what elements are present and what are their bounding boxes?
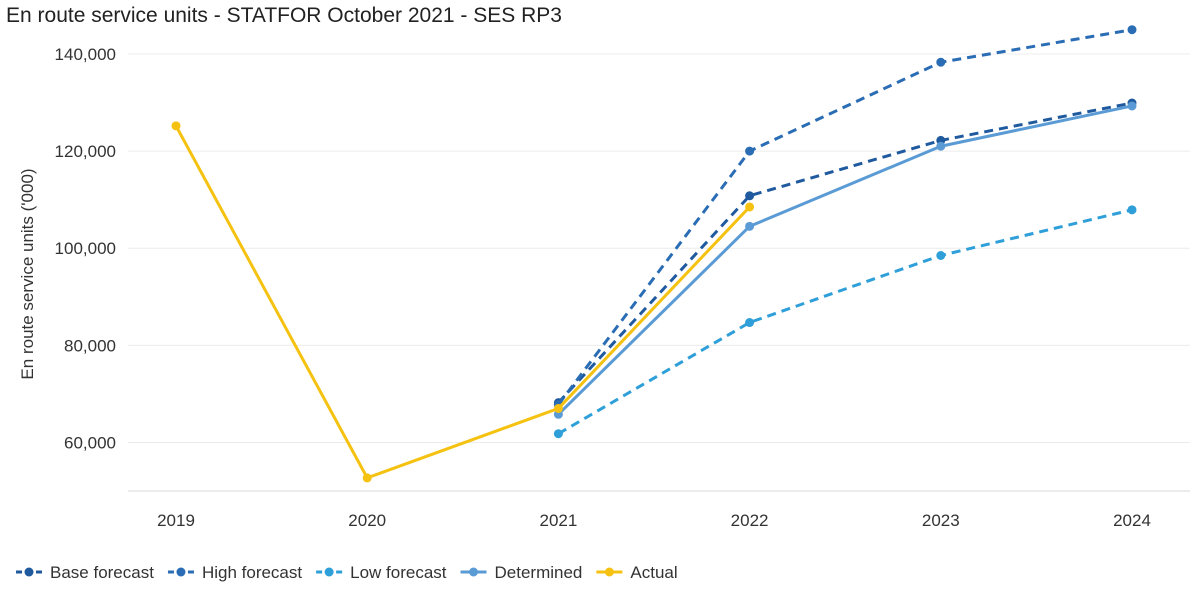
chart-title: En route service units - STATFOR October…: [6, 4, 562, 27]
data-point: [936, 251, 946, 260]
data-point: [553, 403, 563, 413]
data-point: [553, 429, 563, 439]
series-line: [557, 28, 1133, 406]
data-point: [1127, 205, 1137, 215]
data-point: [936, 57, 946, 67]
legend-item-actual: Actual: [596, 563, 678, 582]
legend-item-low-forecast: Low forecast: [316, 563, 447, 582]
data-point: [1127, 25, 1137, 35]
data-point: [362, 473, 372, 483]
legend-item-base-forecast: Base forecast: [16, 563, 154, 582]
series-line: [557, 104, 1133, 416]
data-point: [171, 121, 181, 131]
data-point: [745, 146, 755, 156]
x-tick-label: 2021: [539, 511, 577, 530]
data-point: [745, 221, 755, 231]
y-tick-label: 140,000: [55, 45, 116, 64]
y-axis-label: En route service units ('000): [18, 168, 37, 379]
series-line: [557, 101, 1133, 404]
legend-swatch-marker: [176, 567, 186, 577]
x-axis-ticks: 2019 2020 2021 2022 2023 2024: [157, 511, 1151, 530]
legend-swatch-marker: [324, 567, 334, 577]
legend-item-determined: Determined: [460, 563, 583, 582]
legend-label: Actual: [630, 563, 677, 582]
y-tick-label: 80,000: [64, 336, 116, 355]
legend-swatch-marker: [24, 567, 34, 577]
data-point: [745, 191, 755, 201]
series-layer: [171, 25, 1137, 483]
legend-label: Base forecast: [50, 563, 154, 582]
x-tick-label: 2024: [1113, 511, 1151, 530]
y-tick-label: 100,000: [55, 239, 116, 258]
series-high-forecast: [553, 25, 1137, 410]
y-tick-label: 60,000: [64, 433, 116, 452]
series-base-forecast: [553, 98, 1137, 408]
x-tick-label: 2019: [157, 511, 195, 530]
legend-label: Low forecast: [350, 563, 447, 582]
legend: Base forecast High forecast Low forecast De…: [16, 563, 678, 582]
series-actual: [171, 121, 755, 483]
x-tick-label: 2020: [348, 511, 386, 530]
legend-label: Determined: [495, 563, 583, 582]
x-tick-label: 2022: [731, 511, 769, 530]
legend-swatch-marker: [469, 567, 479, 577]
series-line: [557, 208, 1133, 435]
series-line: [174, 125, 751, 480]
data-point: [936, 141, 946, 151]
y-axis-ticks: 60,000 80,000 100,000 120,000 140,000: [55, 45, 116, 452]
data-point: [1127, 101, 1137, 111]
data-point: [745, 202, 755, 212]
series-low-forecast: [553, 205, 1137, 439]
legend-item-high-forecast: High forecast: [167, 563, 302, 582]
legend-label: High forecast: [202, 563, 302, 582]
legend-swatch-marker: [604, 567, 614, 577]
y-tick-label: 120,000: [55, 142, 116, 161]
series-determined: [553, 101, 1137, 419]
x-tick-label: 2023: [922, 511, 960, 530]
grid-lines: [128, 53, 1190, 443]
data-point: [745, 318, 755, 328]
